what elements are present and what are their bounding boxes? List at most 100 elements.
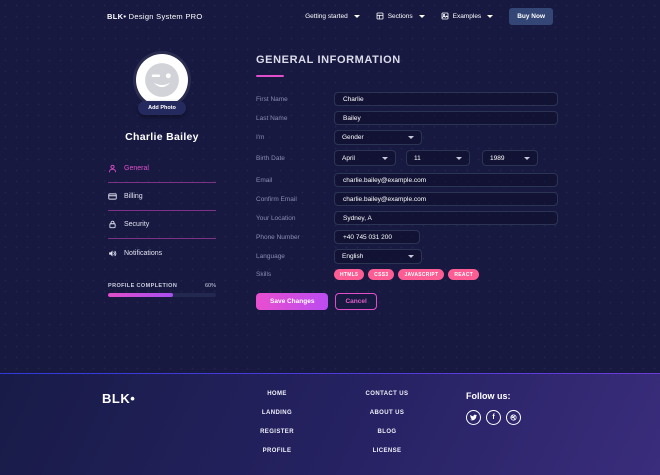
speaker-icon (108, 249, 117, 258)
last-name-input[interactable] (334, 111, 558, 125)
grid-icon (376, 12, 384, 20)
chevron-down-icon (418, 14, 425, 18)
skill-tag[interactable]: CSS3 (368, 269, 395, 280)
form-row: Birth Date April 11 1989 (256, 150, 558, 166)
birth-date-label: Birth Date (256, 154, 285, 162)
sidebar-item-label: Billing (124, 193, 143, 200)
skill-tag[interactable]: JAVASCRIPT (398, 269, 445, 280)
gender-select[interactable]: Gender (334, 130, 422, 145)
facebook-icon[interactable]: f (486, 410, 501, 425)
birth-year-select[interactable]: 1989 (482, 150, 538, 166)
sidebar-item-general[interactable]: General (108, 155, 216, 183)
twitter-icon[interactable] (466, 410, 481, 425)
progress-bar (108, 293, 216, 297)
footer-brand[interactable]: BLK• (102, 391, 136, 406)
sidebar-item-billing[interactable]: Billing (108, 183, 216, 211)
footer-link-about-us[interactable]: ABOUT US (369, 410, 405, 416)
phone-label: Phone Number (256, 233, 300, 241)
first-name-input[interactable] (334, 92, 558, 106)
wink-face-icon (143, 61, 181, 99)
chevron-down-icon (524, 156, 530, 160)
footer-links-column-1: HOME LANDING REGISTER PROFILE (222, 391, 332, 467)
confirm-email-input[interactable] (334, 192, 558, 206)
location-input[interactable] (334, 211, 558, 225)
chevron-down-icon (456, 156, 462, 160)
form-row: Phone Number (256, 230, 558, 244)
form-row: First Name (256, 92, 558, 106)
birth-month-value: April (342, 154, 356, 162)
footer-link-profile[interactable]: PROFILE (262, 448, 292, 454)
lock-icon (108, 220, 117, 229)
sidebar-item-label: Notifications (124, 249, 163, 257)
section-title: GENERAL INFORMATION (256, 54, 401, 66)
language-label: Language (256, 253, 285, 260)
confirm-email-label: Confirm Email (256, 195, 297, 203)
brand-rest: Design System PRO (126, 11, 203, 21)
form-row: Email (256, 173, 558, 187)
skill-tag[interactable]: HTML5 (334, 269, 365, 280)
profile-completion-value: 60% (204, 283, 216, 289)
buy-now-button[interactable]: Buy Now (509, 7, 553, 25)
last-name-label: Last Name (256, 114, 288, 122)
email-label: Email (256, 176, 273, 184)
progress-bar-fill (108, 293, 173, 297)
avatar (136, 54, 188, 106)
sidebar-item-security[interactable]: Security (108, 211, 216, 239)
birth-day-select[interactable]: 11 (406, 150, 470, 166)
sidebar-item-label: Security (124, 221, 150, 228)
phone-input[interactable] (334, 230, 420, 244)
nav-getting-started[interactable]: Getting started (305, 13, 360, 20)
footer-link-register[interactable]: REGISTER (260, 429, 294, 435)
chevron-down-icon (353, 14, 360, 18)
top-navbar: BLK• Design System PRO Getting started S… (0, 0, 660, 32)
birth-month-select[interactable]: April (334, 150, 396, 166)
footer-link-landing[interactable]: LANDING (261, 410, 293, 416)
footer-link-contact-us[interactable]: CONTACT US (365, 391, 409, 397)
user-icon (108, 164, 117, 173)
brand-bold: BLK• (107, 11, 127, 21)
footer-links-column-2: CONTACT US ABOUT US BLOG LICENSE (332, 391, 442, 467)
sidebar-menu: General Billing Security (108, 155, 216, 267)
chevron-down-icon (408, 255, 414, 258)
nav-sections[interactable]: Sections (376, 12, 425, 20)
follow-us-label: Follow us: (466, 391, 511, 401)
profile-completion-label: PROFILE COMPLETION (108, 283, 178, 289)
footer-link-blog[interactable]: BLOG (377, 429, 397, 435)
cancel-button[interactable]: Cancel (335, 293, 377, 310)
skill-tag[interactable]: REACT (448, 269, 480, 280)
first-name-label: First Name (256, 95, 288, 103)
birth-year-value: 1989 (490, 154, 505, 162)
skills-label: Skills (256, 271, 272, 278)
title-underline (256, 75, 284, 77)
brand-logo[interactable]: BLK• Design System PRO (107, 12, 203, 21)
credit-card-icon (108, 192, 117, 201)
add-photo-button[interactable]: Add Photo (138, 101, 186, 115)
language-select[interactable]: English (334, 249, 422, 264)
chevron-down-icon (408, 136, 414, 139)
location-label: Your Location (256, 214, 296, 222)
form-row: Confirm Email (256, 192, 558, 206)
footer-divider (0, 373, 660, 374)
image-icon (441, 12, 449, 20)
general-information-section: GENERAL INFORMATION First Name Last Name… (256, 54, 558, 310)
footer: BLK• HOME LANDING REGISTER PROFILE CONTA… (0, 373, 660, 475)
sidebar-item-notifications[interactable]: Notifications (108, 239, 216, 267)
chevron-down-icon (487, 14, 494, 18)
email-input[interactable] (334, 173, 558, 187)
footer-follow-block: Follow us: f (442, 391, 558, 467)
nav-sections-label: Sections (387, 12, 413, 20)
dribbble-icon[interactable] (506, 410, 521, 425)
save-changes-button[interactable]: Save Changes (256, 293, 329, 310)
gender-label: I'm (256, 134, 265, 141)
nav-examples[interactable]: Examples (441, 12, 494, 20)
form-row: I'm Gender (256, 130, 558, 145)
footer-link-home[interactable]: HOME (267, 391, 287, 397)
profile-completion: PROFILE COMPLETION 60% (108, 283, 216, 297)
skills-tags: HTML5 CSS3 JAVASCRIPT REACT (334, 269, 480, 280)
form-row: Language English (256, 249, 558, 264)
form-row: Your Location (256, 211, 558, 225)
footer-link-license[interactable]: LICENSE (372, 448, 402, 454)
nav-getting-started-label: Getting started (305, 12, 348, 20)
language-select-value: English (342, 253, 364, 260)
